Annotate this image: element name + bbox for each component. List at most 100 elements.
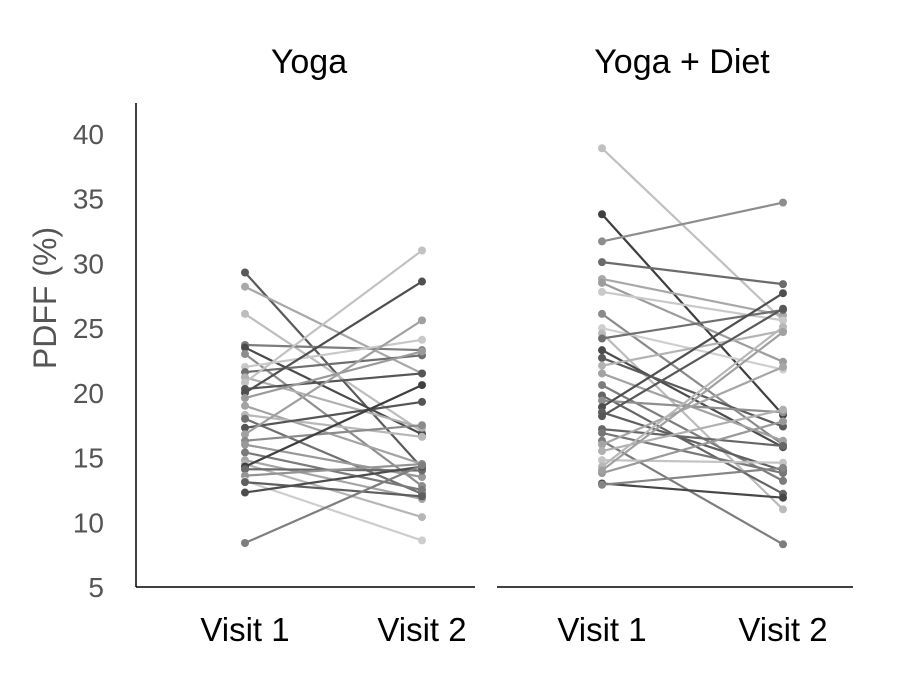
pair-line bbox=[244, 481, 423, 498]
visit2-point bbox=[779, 493, 787, 502]
subject-pair bbox=[241, 316, 426, 439]
pair-line bbox=[244, 319, 423, 436]
visit2-point bbox=[779, 362, 787, 371]
visit1-point bbox=[598, 361, 606, 370]
visit2-point bbox=[418, 381, 426, 390]
x-category-label: Visit 1 bbox=[200, 611, 289, 648]
subject-pair bbox=[598, 198, 787, 246]
pair-line bbox=[244, 343, 423, 352]
visit1-point bbox=[598, 396, 606, 405]
visit1-point bbox=[241, 478, 249, 487]
pair-line bbox=[601, 213, 784, 416]
visit2-point bbox=[779, 405, 787, 414]
visit1-point bbox=[598, 456, 606, 465]
visit2-point bbox=[418, 369, 426, 378]
visit2-point bbox=[418, 335, 426, 344]
visit1-point bbox=[241, 378, 249, 387]
visit1-point bbox=[241, 401, 249, 410]
pair-line bbox=[601, 307, 784, 418]
visit2-point bbox=[418, 316, 426, 325]
pair-line bbox=[244, 271, 423, 469]
pair-line bbox=[601, 308, 784, 340]
visit1-point bbox=[598, 334, 606, 343]
visit2-point bbox=[779, 441, 787, 450]
pair-line bbox=[244, 350, 423, 400]
visit2-point bbox=[779, 505, 787, 514]
visit2-point bbox=[418, 397, 426, 406]
visit2-point bbox=[418, 246, 426, 255]
panel-2: Yoga + Diet Visit 1 Visit 2 bbox=[497, 43, 853, 648]
pair-line bbox=[601, 201, 784, 243]
visit1-point bbox=[598, 237, 606, 246]
visit2-point bbox=[418, 421, 426, 430]
visit1-point bbox=[598, 353, 606, 362]
pair-line bbox=[601, 261, 784, 286]
panel-title: Yoga bbox=[271, 43, 347, 81]
pair-line bbox=[601, 420, 784, 475]
y-axis-ticks: 5 10 15 20 25 30 35 40 bbox=[73, 119, 104, 603]
visit1-point bbox=[598, 309, 606, 318]
visit2-point bbox=[779, 463, 787, 472]
visit1-point bbox=[598, 480, 606, 489]
visit1-point bbox=[598, 369, 606, 378]
visit2-point bbox=[779, 417, 787, 426]
pair-line bbox=[601, 331, 784, 472]
visit1-point bbox=[241, 414, 249, 423]
visit2-point bbox=[779, 289, 787, 298]
visit1-point bbox=[241, 350, 249, 359]
visit2-point bbox=[418, 485, 426, 494]
pair-line bbox=[601, 325, 784, 468]
pair-line bbox=[601, 332, 784, 511]
subject-pair bbox=[598, 381, 787, 485]
panel-1: Yoga Visit 1 Visit 2 bbox=[135, 43, 475, 648]
pair-line bbox=[244, 464, 423, 545]
pair-line bbox=[601, 482, 784, 499]
pair-line bbox=[244, 479, 423, 542]
pair-line bbox=[601, 277, 784, 317]
visit1-point bbox=[241, 309, 249, 318]
subject-pair bbox=[241, 461, 426, 547]
visit2-point bbox=[418, 277, 426, 286]
pair-line bbox=[244, 465, 423, 494]
visit2-point bbox=[779, 198, 787, 207]
subject-pair bbox=[598, 304, 787, 421]
y-tick-label: 40 bbox=[73, 119, 104, 150]
visit1-point bbox=[241, 488, 249, 497]
visit1-point bbox=[241, 430, 249, 439]
visit2-point bbox=[779, 328, 787, 337]
pair-line bbox=[244, 417, 423, 495]
pair-line bbox=[244, 312, 423, 433]
visit2-point bbox=[779, 316, 787, 325]
y-tick-label: 20 bbox=[73, 378, 104, 409]
visit2-point bbox=[779, 280, 787, 289]
y-tick-label: 25 bbox=[73, 313, 104, 344]
x-category-label: Visit 2 bbox=[738, 611, 827, 648]
y-axis-title: PDFF (%) bbox=[27, 227, 63, 369]
visit2-point bbox=[418, 492, 426, 501]
x-category-label: Visit 2 bbox=[377, 611, 466, 648]
pair-line bbox=[244, 451, 423, 492]
pair-line bbox=[244, 353, 423, 487]
pair-line bbox=[244, 462, 423, 477]
y-tick-label: 35 bbox=[73, 184, 104, 215]
y-tick-label: 10 bbox=[73, 507, 104, 538]
visit1-point bbox=[598, 258, 606, 267]
x-category-label: Visit 1 bbox=[557, 611, 646, 648]
pair-line bbox=[244, 280, 423, 394]
subject-pair bbox=[598, 463, 787, 489]
subject-pair bbox=[241, 478, 426, 501]
subject-pair bbox=[241, 448, 426, 494]
visit2-point bbox=[779, 304, 787, 313]
visit1-point bbox=[598, 287, 606, 296]
visit1-point bbox=[598, 440, 606, 449]
subject-pair bbox=[598, 328, 787, 475]
pair-line bbox=[244, 424, 423, 442]
visit2-point bbox=[418, 513, 426, 522]
visit1-point bbox=[598, 346, 606, 355]
visit2-point bbox=[418, 347, 426, 356]
visit1-point bbox=[241, 282, 249, 291]
visit1-point bbox=[598, 210, 606, 219]
visit1-point bbox=[598, 412, 606, 421]
visit1-point bbox=[598, 447, 606, 456]
